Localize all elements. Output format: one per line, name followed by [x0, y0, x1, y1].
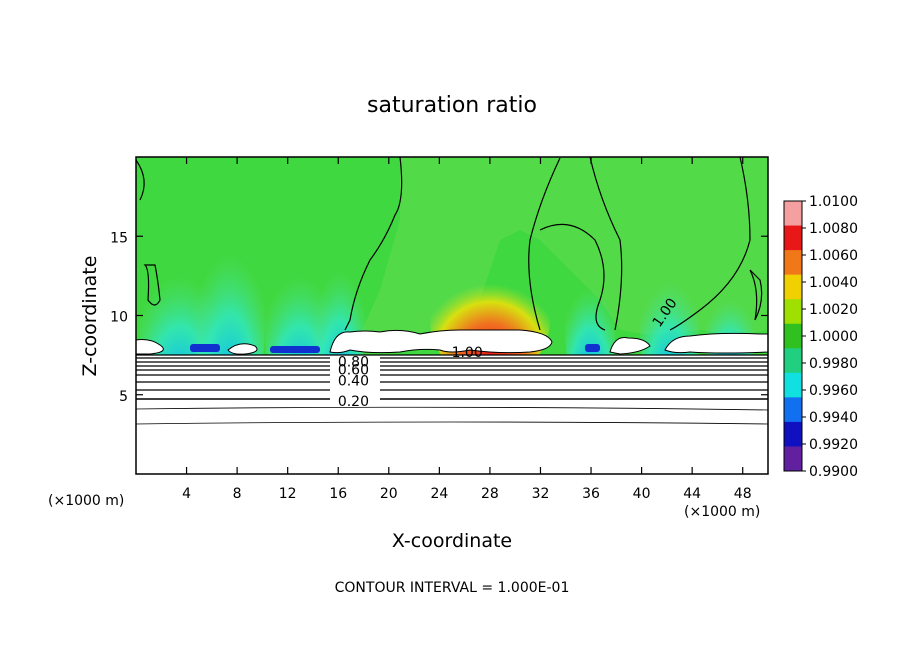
- x-tick-label: 16: [329, 486, 347, 502]
- colorbar-swatch: [784, 250, 802, 276]
- x-unit-left: (×1000 m): [48, 493, 124, 509]
- x-tick-label: 28: [481, 486, 499, 502]
- contour-label: 0.40: [338, 373, 369, 389]
- colorbar-swatch: [784, 421, 802, 447]
- contour-label: 1.00: [452, 345, 483, 361]
- y-tick-label: 15: [110, 230, 128, 246]
- x-unit-right: (×1000 m): [684, 504, 760, 520]
- colorbar-swatch: [784, 201, 802, 227]
- colorbar-swatch: [784, 225, 802, 251]
- colorbar: 1.0100 1.0080 1.0060 1.0040 1.0020 1.0000 0.99…: [783, 194, 858, 480]
- y-tick-label: 10: [110, 310, 128, 326]
- contour-label: 0.20: [338, 394, 369, 410]
- contour-label: 0.60: [338, 362, 369, 378]
- colorbar-level-label: 0.9940: [809, 410, 858, 426]
- x-tick-label: 44: [683, 486, 701, 502]
- x-tick-label: 12: [279, 486, 297, 502]
- contour-label-group: 0.800.600.400.201.001.00: [338, 296, 681, 411]
- colorbar-level-label: 0.9900: [809, 464, 858, 480]
- colorbar-level-label: 0.9980: [809, 356, 858, 372]
- x-tick-label: 48: [734, 486, 752, 502]
- colorbar-level-label: 0.9960: [809, 383, 858, 399]
- colorbar-level-label: 0.9920: [809, 437, 858, 453]
- subsaturated-layer: [136, 355, 768, 474]
- colorbar-level-label: 1.0080: [809, 221, 858, 237]
- colorbar-level-label: 1.0100: [809, 194, 858, 210]
- colorbar-level-label: 1.0020: [809, 302, 858, 318]
- cloud-base-strip: [190, 344, 600, 353]
- contour-lines: [135, 156, 769, 425]
- x-tick-label: 20: [380, 486, 398, 502]
- x-tick-label: 8: [233, 486, 242, 502]
- plot-area: [136, 157, 768, 474]
- contour-label: 0.80: [338, 354, 369, 370]
- colorbar-level-label: 1.0040: [809, 275, 858, 291]
- x-tick-label: 40: [633, 486, 651, 502]
- chart-title: saturation ratio: [367, 93, 537, 118]
- colorbar-swatch: [784, 348, 802, 374]
- x-tick-label: 24: [430, 486, 448, 502]
- x-tick-label: 32: [532, 486, 550, 502]
- colorbar-swatch: [784, 446, 802, 472]
- y-axis: 5 10 15: [110, 230, 768, 405]
- x-axis-label: X-coordinate: [392, 530, 512, 552]
- colorbar-swatch: [784, 372, 802, 398]
- colorbar-level-label: 1.0000: [809, 329, 858, 345]
- x-tick-label: 36: [582, 486, 600, 502]
- cloud-gaps: [136, 329, 768, 355]
- x-tick-label: 4: [182, 486, 191, 502]
- colorbar-level-label: 1.0060: [809, 248, 858, 264]
- x-axis: 4 8 12 16 20 24 28 32 36 40 44 48: [182, 157, 752, 502]
- colorbar-swatch: [784, 323, 802, 349]
- colorbar-swatch: [784, 274, 802, 300]
- colorbar-swatch: [784, 299, 802, 325]
- y-axis-label: Z-coordinate: [79, 256, 101, 377]
- contour-interval-note: CONTOUR INTERVAL = 1.000E-01: [335, 580, 570, 596]
- colorbar-swatch: [784, 397, 802, 423]
- y-tick-label: 5: [119, 389, 128, 405]
